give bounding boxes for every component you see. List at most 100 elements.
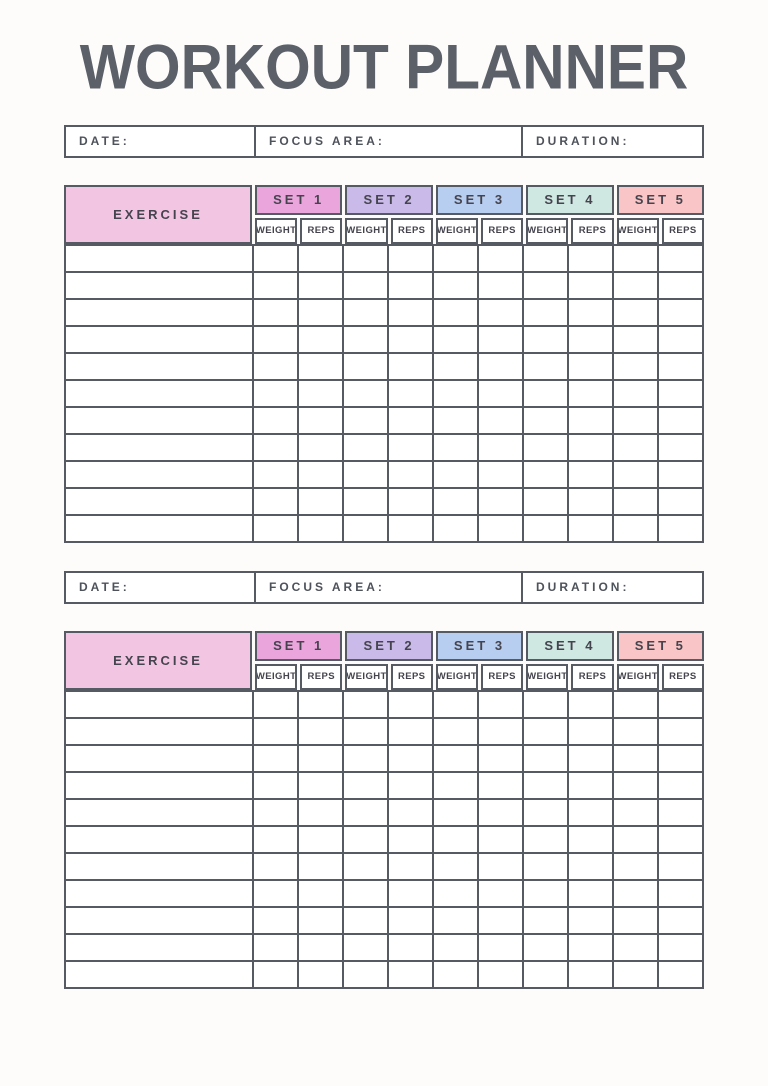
value-cell[interactable] (298, 271, 343, 299)
value-cell[interactable] (613, 933, 658, 961)
value-cell[interactable] (298, 352, 343, 380)
value-cell[interactable] (478, 744, 523, 772)
value-cell[interactable] (343, 879, 388, 907)
value-cell[interactable] (523, 690, 568, 718)
value-cell[interactable] (478, 906, 523, 934)
value-cell[interactable] (658, 352, 703, 380)
value-cell[interactable] (388, 433, 433, 461)
value-cell[interactable] (433, 798, 478, 826)
value-cell[interactable] (253, 906, 298, 934)
value-cell[interactable] (388, 879, 433, 907)
value-cell[interactable] (298, 825, 343, 853)
value-cell[interactable] (433, 690, 478, 718)
value-cell[interactable] (613, 514, 658, 542)
value-cell[interactable] (253, 744, 298, 772)
value-cell[interactable] (343, 933, 388, 961)
value-cell[interactable] (253, 771, 298, 799)
value-cell[interactable] (433, 352, 478, 380)
value-cell[interactable] (343, 244, 388, 272)
value-cell[interactable] (433, 298, 478, 326)
value-cell[interactable] (568, 379, 613, 407)
value-cell[interactable] (613, 960, 658, 988)
value-cell[interactable] (613, 325, 658, 353)
value-cell[interactable] (658, 271, 703, 299)
value-cell[interactable] (433, 379, 478, 407)
value-cell[interactable] (343, 460, 388, 488)
value-cell[interactable] (253, 798, 298, 826)
value-cell[interactable] (253, 460, 298, 488)
value-cell[interactable] (388, 690, 433, 718)
value-cell[interactable] (658, 325, 703, 353)
value-cell[interactable] (613, 825, 658, 853)
value-cell[interactable] (523, 514, 568, 542)
value-cell[interactable] (478, 798, 523, 826)
value-cell[interactable] (568, 852, 613, 880)
value-cell[interactable] (298, 514, 343, 542)
value-cell[interactable] (658, 244, 703, 272)
value-cell[interactable] (388, 933, 433, 961)
value-cell[interactable] (433, 825, 478, 853)
value-cell[interactable] (658, 852, 703, 880)
value-cell[interactable] (523, 271, 568, 299)
exercise-cell[interactable] (65, 352, 253, 380)
value-cell[interactable] (343, 852, 388, 880)
value-cell[interactable] (253, 244, 298, 272)
value-cell[interactable] (343, 352, 388, 380)
value-cell[interactable] (298, 960, 343, 988)
value-cell[interactable] (298, 325, 343, 353)
exercise-cell[interactable] (65, 487, 253, 515)
value-cell[interactable] (253, 352, 298, 380)
exercise-cell[interactable] (65, 298, 253, 326)
value-cell[interactable] (478, 406, 523, 434)
value-cell[interactable] (298, 244, 343, 272)
value-cell[interactable] (253, 433, 298, 461)
value-cell[interactable] (343, 298, 388, 326)
focus-area-field[interactable]: FOCUS AREA: (254, 126, 521, 156)
value-cell[interactable] (658, 514, 703, 542)
value-cell[interactable] (613, 690, 658, 718)
value-cell[interactable] (523, 717, 568, 745)
value-cell[interactable] (523, 325, 568, 353)
value-cell[interactable] (658, 717, 703, 745)
value-cell[interactable] (523, 771, 568, 799)
value-cell[interactable] (568, 744, 613, 772)
value-cell[interactable] (388, 744, 433, 772)
value-cell[interactable] (343, 825, 388, 853)
value-cell[interactable] (388, 325, 433, 353)
value-cell[interactable] (658, 798, 703, 826)
value-cell[interactable] (253, 933, 298, 961)
value-cell[interactable] (613, 352, 658, 380)
value-cell[interactable] (343, 325, 388, 353)
value-cell[interactable] (478, 960, 523, 988)
value-cell[interactable] (388, 771, 433, 799)
value-cell[interactable] (298, 933, 343, 961)
value-cell[interactable] (568, 433, 613, 461)
value-cell[interactable] (478, 771, 523, 799)
value-cell[interactable] (298, 433, 343, 461)
value-cell[interactable] (343, 271, 388, 299)
value-cell[interactable] (523, 798, 568, 826)
value-cell[interactable] (298, 690, 343, 718)
value-cell[interactable] (523, 933, 568, 961)
value-cell[interactable] (298, 460, 343, 488)
value-cell[interactable] (478, 933, 523, 961)
value-cell[interactable] (658, 933, 703, 961)
value-cell[interactable] (388, 717, 433, 745)
value-cell[interactable] (658, 433, 703, 461)
value-cell[interactable] (388, 460, 433, 488)
value-cell[interactable] (433, 244, 478, 272)
value-cell[interactable] (613, 798, 658, 826)
exercise-cell[interactable] (65, 879, 253, 907)
duration-field[interactable]: DURATION: (521, 126, 702, 156)
value-cell[interactable] (388, 298, 433, 326)
value-cell[interactable] (298, 852, 343, 880)
value-cell[interactable] (613, 406, 658, 434)
value-cell[interactable] (613, 744, 658, 772)
value-cell[interactable] (523, 433, 568, 461)
value-cell[interactable] (613, 771, 658, 799)
value-cell[interactable] (658, 379, 703, 407)
value-cell[interactable] (343, 433, 388, 461)
value-cell[interactable] (658, 879, 703, 907)
value-cell[interactable] (433, 906, 478, 934)
exercise-cell[interactable] (65, 271, 253, 299)
